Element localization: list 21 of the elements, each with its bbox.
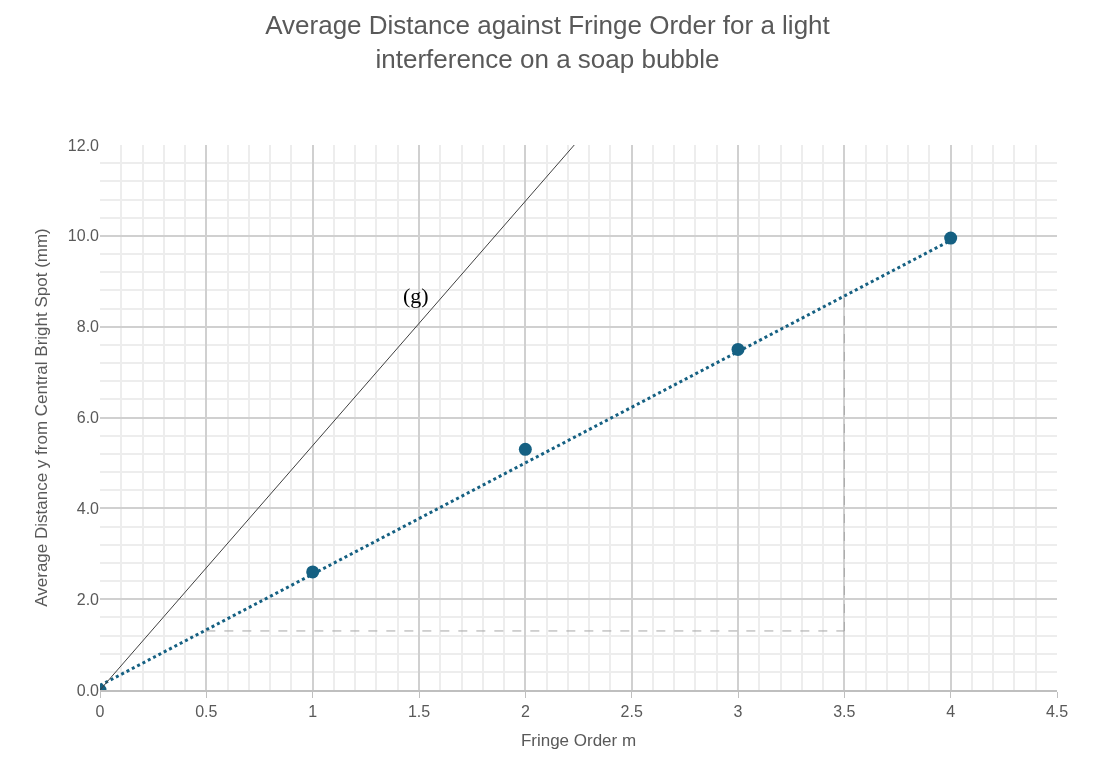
y-tick-label: 6.0: [76, 409, 100, 427]
x-axis-title: Fringe Order m: [520, 731, 637, 751]
x-tick-label: 2.5: [620, 703, 643, 721]
x-tick-label: 3: [733, 703, 743, 721]
y-tick-label: 4.0: [76, 499, 100, 517]
x-tick-label: 1.5: [407, 703, 431, 721]
x-tick-label: 1: [308, 703, 318, 721]
y-tick-label: 0.0: [76, 681, 100, 699]
x-tick-label: 2: [520, 703, 530, 721]
x-tick-label: 3.5: [833, 703, 856, 721]
x-tick-label: 0: [95, 703, 105, 721]
y-tick-label: 2.0: [76, 590, 100, 608]
y-axis-title: Average Distance y from Central Bright Spot (mm): [32, 228, 52, 607]
y-tick-label: 8.0: [76, 318, 100, 336]
y-tick-label: 12.0: [67, 136, 100, 154]
chart-title: Average Distance against Fringe Order for a light interference on a soap bubble: [265, 10, 831, 74]
y-tick-label: 10.0: [67, 227, 100, 245]
x-tick-label: 0.5: [195, 703, 218, 721]
x-tick-label: 4: [946, 703, 956, 721]
x-tick-label: 4.5: [1045, 703, 1069, 721]
annotation: (g): [403, 283, 429, 308]
